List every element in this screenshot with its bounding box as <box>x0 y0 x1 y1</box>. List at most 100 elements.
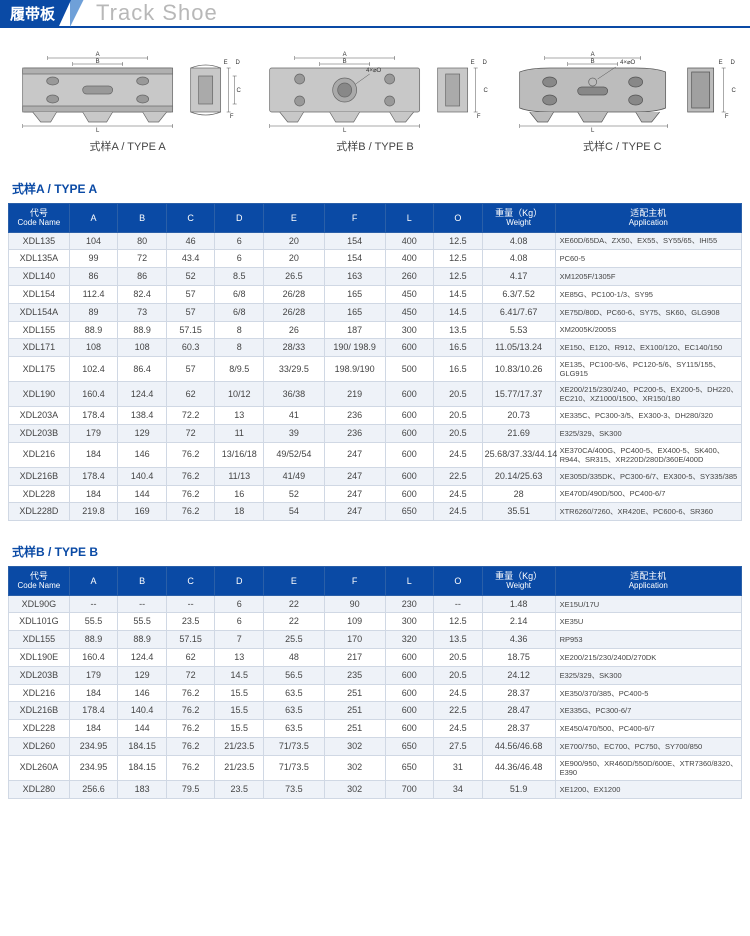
value-cell: 86 <box>118 268 167 286</box>
value-cell: 4.08 <box>482 250 555 268</box>
svg-text:D: D <box>483 60 488 66</box>
value-cell: 187 <box>324 321 385 339</box>
value-cell: 76.2 <box>166 702 215 720</box>
value-cell: 650 <box>385 755 434 780</box>
app-cell: XE335C、PC300-3/5、EX300-3、DH280/320 <box>555 407 741 425</box>
value-cell: 102.4 <box>69 357 118 382</box>
col-header: 适配主机Application <box>555 204 741 233</box>
value-cell: 28.47 <box>482 702 555 720</box>
svg-text:4×⌀O: 4×⌀O <box>620 60 635 66</box>
col-header: F <box>324 204 385 233</box>
value-cell: 80 <box>118 232 167 250</box>
value-cell: 450 <box>385 285 434 303</box>
value-cell: 600 <box>385 424 434 442</box>
value-cell: 60.3 <box>166 339 215 357</box>
code-cell: XDL216B <box>9 702 70 720</box>
value-cell: 12.5 <box>434 232 483 250</box>
value-cell: 170 <box>324 631 385 649</box>
value-cell: 21/23.5 <box>215 755 264 780</box>
code-cell: XDL260 <box>9 738 70 756</box>
table-row: XDL260234.95184.1576.221/23.571/73.53026… <box>9 738 742 756</box>
value-cell: 247 <box>324 485 385 503</box>
value-cell: 88.9 <box>118 631 167 649</box>
diagram-c-svg: AB 4×⌀O L ED CF <box>503 46 742 132</box>
code-cell: XDL260A <box>9 755 70 780</box>
table-row: XDL190E160.4124.462134821760020.518.75XE… <box>9 649 742 667</box>
value-cell: 14.5 <box>434 285 483 303</box>
value-cell: 124.4 <box>118 649 167 667</box>
col-header: B <box>118 204 167 233</box>
value-cell: 600 <box>385 649 434 667</box>
value-cell: 27.5 <box>434 738 483 756</box>
svg-text:A: A <box>343 52 347 58</box>
value-cell: 650 <box>385 503 434 521</box>
value-cell: 90 <box>324 595 385 613</box>
section-a-title: 式样A / TYPE A <box>0 162 750 203</box>
table-row: XDL21618414676.213/16/1849/52/5424760024… <box>9 442 742 467</box>
title-en: Track Shoe <box>96 0 218 26</box>
value-cell: 73 <box>118 303 167 321</box>
value-cell: 600 <box>385 467 434 485</box>
table-row: XDL154A8973576/826/2816545014.56.41/7.67… <box>9 303 742 321</box>
table-row: XDL101G55.555.523.562210930012.52.14XE35… <box>9 613 742 631</box>
value-cell: 146 <box>118 684 167 702</box>
value-cell: 20.73 <box>482 407 555 425</box>
value-cell: 12.5 <box>434 613 483 631</box>
code-cell: XDL228 <box>9 720 70 738</box>
value-cell: 56.5 <box>264 666 325 684</box>
value-cell: 46 <box>166 232 215 250</box>
code-cell: XDL155 <box>9 631 70 649</box>
svg-text:A: A <box>590 52 594 58</box>
value-cell: 700 <box>385 780 434 798</box>
value-cell: 230 <box>385 595 434 613</box>
app-cell: E325/329、SK300 <box>555 424 741 442</box>
value-cell: 52 <box>166 268 215 286</box>
svg-text:B: B <box>96 59 100 65</box>
value-cell: 6.3/7.52 <box>482 285 555 303</box>
value-cell: 63.5 <box>264 702 325 720</box>
value-cell: 104 <box>69 232 118 250</box>
value-cell: 144 <box>118 485 167 503</box>
value-cell: 63.5 <box>264 720 325 738</box>
value-cell: 24.5 <box>434 485 483 503</box>
col-header: B <box>118 567 167 596</box>
col-header: 代号Code Name <box>9 567 70 596</box>
code-cell: XDL190 <box>9 382 70 407</box>
svg-text:C: C <box>236 88 241 94</box>
app-cell: XE470D/490D/500、PC400-6/7 <box>555 485 741 503</box>
value-cell: 34 <box>434 780 483 798</box>
value-cell: 12.5 <box>434 268 483 286</box>
value-cell: 247 <box>324 467 385 485</box>
value-cell: 16 <box>215 485 264 503</box>
value-cell: 24.5 <box>434 720 483 738</box>
value-cell: 140.4 <box>118 467 167 485</box>
value-cell: 20.5 <box>434 649 483 667</box>
value-cell: 57 <box>166 357 215 382</box>
value-cell: 160.4 <box>69 382 118 407</box>
table-row: XDL22818414476.2165224760024.528XE470D/4… <box>9 485 742 503</box>
value-cell: 302 <box>324 738 385 756</box>
value-cell: 4.08 <box>482 232 555 250</box>
value-cell: 178.4 <box>69 467 118 485</box>
value-cell: 179 <box>69 666 118 684</box>
value-cell: 20.5 <box>434 407 483 425</box>
value-cell: 55.5 <box>69 613 118 631</box>
value-cell: 600 <box>385 339 434 357</box>
value-cell: 21/23.5 <box>215 738 264 756</box>
table-row: XDL21618414676.215.563.525160024.528.37X… <box>9 684 742 702</box>
value-cell: 6/8 <box>215 303 264 321</box>
value-cell: 184 <box>69 720 118 738</box>
diagram-b-svg: AB L 4×⌀O ED CF <box>255 46 494 132</box>
col-header: 代号Code Name <box>9 204 70 233</box>
value-cell: 24.5 <box>434 503 483 521</box>
value-cell: 7 <box>215 631 264 649</box>
value-cell: 44.36/46.48 <box>482 755 555 780</box>
value-cell: 14.5 <box>215 666 264 684</box>
value-cell: 1.48 <box>482 595 555 613</box>
value-cell: 76.2 <box>166 485 215 503</box>
title-triangle <box>70 0 84 27</box>
value-cell: 146 <box>118 442 167 467</box>
svg-text:A: A <box>96 52 100 58</box>
value-cell: 600 <box>385 382 434 407</box>
diagram-b-label: 式样B / TYPE B <box>336 138 413 154</box>
